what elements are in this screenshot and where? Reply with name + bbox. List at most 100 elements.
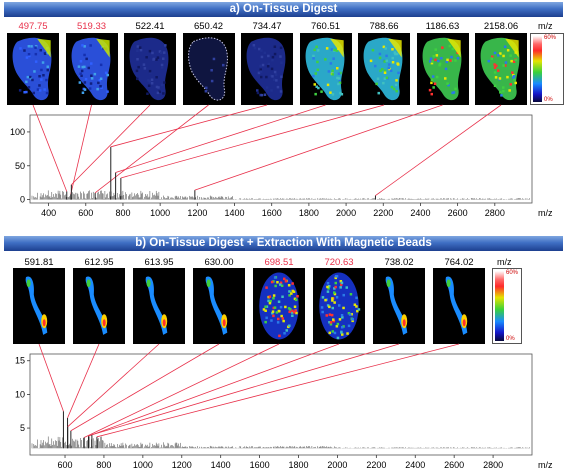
- ion-image: [313, 268, 365, 344]
- peak-connector: [67, 343, 100, 419]
- image-mz-label: 613.95: [144, 257, 174, 268]
- plot-frame: [29, 353, 533, 456]
- x-tick-label: 1000: [133, 460, 153, 470]
- x-tick-label: 1600: [250, 460, 270, 470]
- ion-image: [133, 268, 185, 344]
- y-tick-label: 5: [20, 423, 25, 433]
- image-mz-label: 591.81: [24, 257, 54, 268]
- image-mz-label: 698.51: [264, 257, 294, 268]
- panel-a-title: a) On-Tissue Digest: [4, 2, 563, 17]
- image-mz-label: 497.75: [18, 21, 48, 32]
- x-tick-label: 1200: [187, 208, 207, 218]
- peak-connector: [96, 343, 460, 438]
- peak-connector: [70, 343, 220, 432]
- x-tick-label: 2000: [327, 460, 347, 470]
- ion-image: [299, 33, 352, 105]
- y-tick-label: 10: [15, 389, 25, 399]
- peak-connector: [115, 104, 326, 173]
- peak-connector: [71, 104, 151, 186]
- panel-a-colorbar: 60% 0%: [530, 33, 564, 105]
- peak-connector: [32, 104, 68, 192]
- image-mz-label: 738.02: [384, 257, 414, 268]
- x-tick-label: 400: [41, 208, 56, 218]
- x-tick-label: 2000: [336, 208, 356, 218]
- x-tick-label: 2600: [448, 208, 468, 218]
- image-mz-label: 650.42: [193, 21, 224, 32]
- x-tick-label: 2400: [410, 208, 430, 218]
- peak-connector: [375, 104, 502, 196]
- peak-connector: [91, 343, 400, 436]
- x-tick-label: 600: [78, 208, 93, 218]
- peak-connector: [194, 104, 443, 191]
- x-tick-label: 2600: [444, 460, 464, 470]
- ion-image: [373, 268, 425, 344]
- spectrum-baseline: [31, 190, 530, 200]
- x-tick-label: 2800: [485, 208, 505, 218]
- x-tick-label: 2200: [366, 460, 386, 470]
- image-mz-label: 612.95: [84, 257, 114, 268]
- colorbar-gradient: [495, 271, 504, 341]
- ion-image: [73, 268, 125, 344]
- image-mz-label: 788.66: [369, 21, 399, 32]
- ion-image: [358, 33, 410, 105]
- peak-connector: [70, 104, 92, 195]
- y-tick-label: 100: [10, 127, 25, 137]
- panel-a-colorbar-unit: m/z: [538, 21, 553, 31]
- ion-image: [124, 33, 176, 105]
- colorbar-max-label: 60%: [506, 270, 519, 276]
- peak-connector: [84, 343, 280, 438]
- ion-image: [416, 33, 469, 105]
- x-tick-label: 600: [58, 460, 73, 470]
- image-mz-label: 519.33: [76, 21, 107, 32]
- peak-connector: [67, 343, 160, 428]
- image-mz-label: 734.47: [252, 21, 282, 32]
- ion-image: [193, 268, 245, 344]
- ion-image: [253, 268, 305, 344]
- ion-image: [65, 33, 118, 105]
- ion-image: [475, 33, 527, 105]
- x-tick-label: 1000: [150, 208, 170, 218]
- x-tick-label: 1600: [262, 208, 282, 218]
- colorbar-gradient: [533, 36, 542, 102]
- image-mz-label: 1186.63: [425, 21, 460, 32]
- peak-connector: [120, 104, 385, 179]
- peak-connector: [38, 343, 64, 412]
- x-axis-label: m/z: [538, 208, 553, 218]
- image-mz-label: 522.41: [135, 21, 165, 32]
- colorbar-max-label: 60%: [544, 35, 557, 41]
- colorbar-min-label: 0%: [544, 97, 553, 103]
- x-tick-label: 1200: [172, 460, 192, 470]
- image-mz-label: 2158.06: [483, 21, 519, 32]
- x-tick-label: 2200: [373, 208, 393, 218]
- y-tick-label: 50: [15, 161, 25, 171]
- x-tick-label: 800: [96, 460, 111, 470]
- x-tick-label: 2800: [483, 460, 503, 470]
- image-mz-label: 764.02: [444, 257, 474, 268]
- panel-b-title: b) On-Tissue Digest + Extraction With Ma…: [4, 236, 563, 251]
- image-mz-label: 630.00: [204, 257, 234, 268]
- ion-image: [433, 268, 485, 344]
- ion-image: [241, 33, 293, 105]
- image-mz-label: 760.51: [310, 21, 341, 32]
- panel-b-colorbar-unit: m/z: [497, 257, 512, 267]
- y-tick-label: 15: [15, 356, 25, 366]
- spectrum-baseline: [31, 436, 530, 449]
- ion-image: [182, 33, 235, 105]
- panel-b-colorbar: 60% 0%: [492, 268, 522, 344]
- y-tick-label: 0: [20, 195, 25, 205]
- x-tick-label: 2400: [405, 460, 425, 470]
- image-mz-label: 720.63: [324, 257, 354, 268]
- peak-connector: [110, 104, 268, 148]
- x-axis-label: m/z: [538, 460, 553, 470]
- x-tick-label: 1400: [225, 208, 245, 218]
- x-tick-label: 1800: [299, 208, 319, 218]
- x-tick-label: 1400: [211, 460, 231, 470]
- colorbar-min-label: 0%: [506, 336, 515, 342]
- ion-image: [7, 33, 59, 105]
- ion-image: [13, 268, 65, 344]
- peak-connector: [88, 343, 340, 437]
- x-tick-label: 1800: [288, 460, 308, 470]
- plot-frame: [29, 114, 533, 204]
